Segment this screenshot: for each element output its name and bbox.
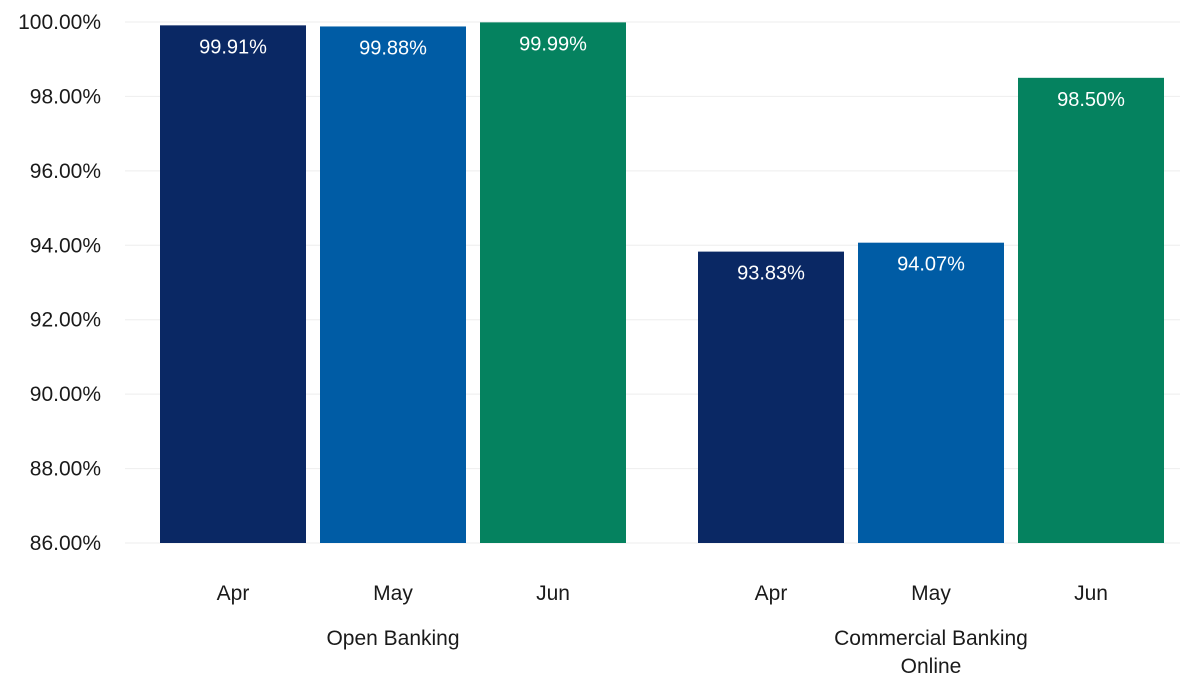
bar-may	[320, 26, 466, 544]
x-axis-group-labels: Open Banking Commercial Banking Online	[326, 627, 1027, 678]
data-label: 98.50%	[1057, 89, 1125, 111]
y-tick-label: 88.00%	[30, 458, 101, 481]
bar-apr	[160, 25, 306, 543]
x-tick-label: Apr	[755, 582, 788, 605]
y-tick-label: 98.00%	[30, 85, 101, 108]
bar-may	[858, 242, 1004, 543]
y-tick-label: 92.00%	[30, 309, 101, 332]
data-label: 99.88%	[359, 37, 427, 59]
bars	[160, 22, 1164, 544]
group-label: Open Banking	[326, 627, 459, 650]
x-tick-label: Jun	[536, 582, 570, 605]
y-tick-label: 86.00%	[30, 532, 101, 555]
x-tick-label: May	[911, 582, 951, 605]
y-tick-label: 90.00%	[30, 383, 101, 406]
y-tick-label: 100.00%	[18, 11, 101, 34]
bar-jun	[1018, 77, 1164, 544]
x-tick-label: Apr	[217, 582, 250, 605]
group-label: Commercial Banking Online	[834, 627, 1028, 678]
x-axis-tick-labels: Apr May Jun Apr May Jun	[217, 582, 1108, 605]
x-tick-label: Jun	[1074, 582, 1108, 605]
data-label: 99.91%	[199, 36, 267, 58]
y-tick-label: 94.00%	[30, 234, 101, 257]
data-label: 93.83%	[737, 263, 805, 285]
x-tick-label: May	[373, 582, 413, 605]
data-label: 94.07%	[897, 254, 965, 276]
data-labels: 99.91% 99.88% 99.99% 93.83% 94.07% 98.50%	[199, 33, 1125, 284]
y-axis-tick-labels: 86.00% 88.00% 90.00% 92.00% 94.00% 96.00% 98.0…	[18, 11, 101, 555]
bar-apr	[698, 251, 844, 544]
bar-jun	[480, 22, 626, 544]
y-tick-label: 96.00%	[30, 160, 101, 183]
data-label: 99.99%	[519, 33, 587, 55]
